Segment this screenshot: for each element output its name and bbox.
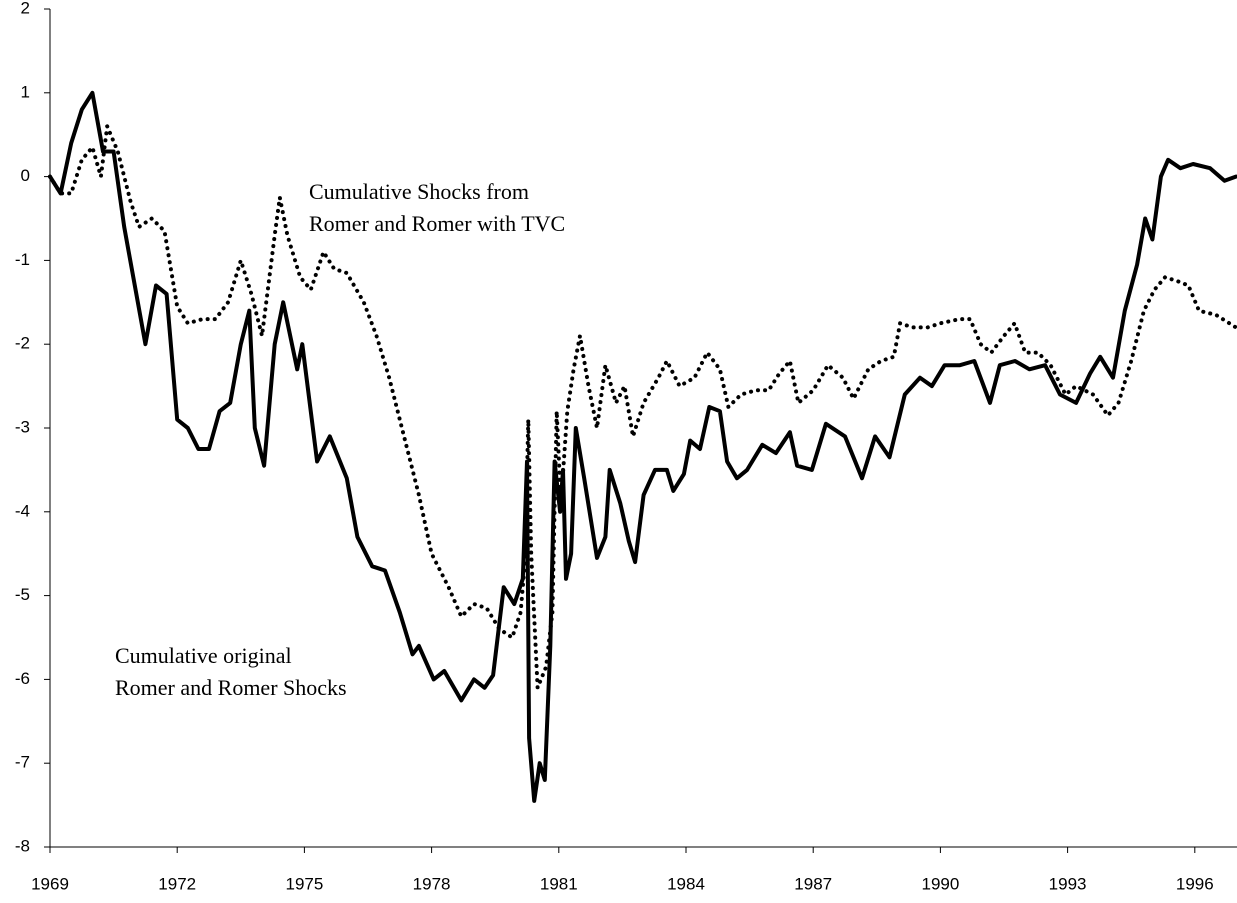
y-tick-label: -1: [15, 250, 30, 269]
y-tick-label: -6: [15, 669, 30, 688]
y-tick-label: -8: [15, 836, 30, 855]
y-tick-label: -3: [15, 417, 30, 436]
x-tick-label: 1969: [31, 874, 69, 893]
y-tick-label: -5: [15, 585, 30, 604]
y-tick-label: 1: [21, 82, 30, 101]
annotation-line: Romer and Romer Shocks: [115, 675, 347, 700]
annotation-line: Romer and Romer with TVC: [309, 211, 565, 236]
annotation-line: Cumulative Shocks from: [309, 179, 529, 204]
x-tick-label: 1972: [158, 874, 196, 893]
x-tick-label: 1996: [1176, 874, 1214, 893]
x-tick-label: 1993: [1049, 874, 1087, 893]
y-tick-label: 0: [21, 166, 30, 185]
annotation: Cumulative Shocks from Romer and Romer w…: [309, 179, 565, 236]
y-tick-label: -7: [15, 753, 30, 772]
annotation: Cumulative original Romer and Romer Shoc…: [115, 643, 347, 700]
x-tick-label: 1978: [413, 874, 451, 893]
x-tick-label: 1981: [540, 874, 578, 893]
y-tick-label: -2: [15, 334, 30, 353]
x-tick-label: 1987: [794, 874, 832, 893]
annotation-line: Cumulative original: [115, 643, 292, 668]
y-tick-label: 2: [21, 0, 30, 17]
x-tick-label: 1975: [285, 874, 323, 893]
y-tick-label: -4: [15, 501, 30, 520]
x-tick-label: 1984: [667, 874, 705, 893]
series-line: [48, 90, 1237, 803]
series-line: [48, 124, 1237, 690]
x-tick-label: 1990: [921, 874, 959, 893]
